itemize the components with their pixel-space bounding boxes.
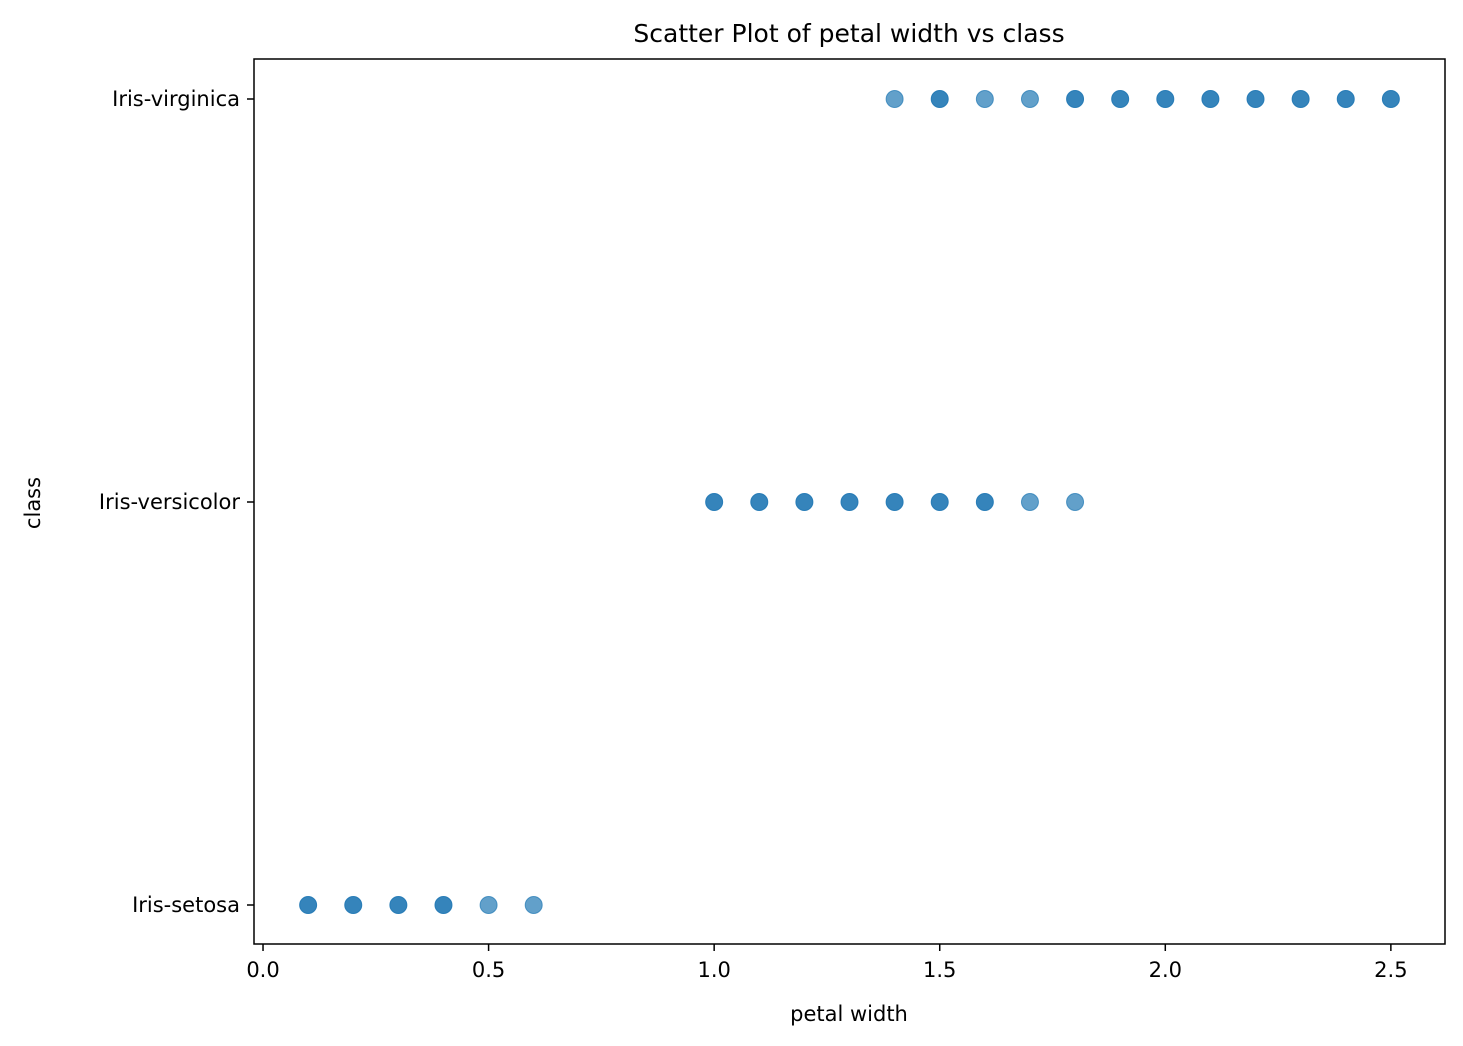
scatter-point: [389, 896, 408, 914]
scatter-point: [1156, 90, 1175, 108]
scatter-point: [705, 493, 724, 511]
scatter-point: [1066, 90, 1085, 108]
x-tick-label: 1.0: [697, 958, 730, 982]
y-tick-label: Iris-versicolor: [99, 490, 240, 514]
scatter-point: [795, 493, 814, 511]
x-axis-label: petal width: [790, 1002, 908, 1026]
scatter-point: [750, 493, 769, 511]
scatter-point: [1066, 493, 1085, 511]
scatter-point: [1291, 90, 1310, 108]
data-points: [299, 90, 1400, 914]
y-tick-label: Iris-virginica: [112, 87, 240, 111]
scatter-point: [885, 90, 904, 108]
scatter-point: [975, 493, 994, 511]
scatter-point: [1020, 90, 1039, 108]
x-tick-label: 0.5: [472, 958, 505, 982]
x-tick-label: 2.5: [1374, 958, 1407, 982]
x-tick-label: 1.5: [923, 958, 956, 982]
scatter-point: [479, 896, 498, 914]
scatter-point: [1381, 90, 1400, 108]
scatter-point: [840, 493, 859, 511]
scatter-point: [1020, 493, 1039, 511]
scatter-point: [524, 896, 543, 914]
y-axis-label: class: [21, 477, 45, 529]
x-axis: 0.0 0.5 1.0 1.5 2.0 2.5: [246, 944, 1408, 982]
plot-area: [253, 58, 1446, 945]
y-axis: Iris-setosa Iris-versicolor Iris-virginica: [99, 87, 254, 917]
x-tick-label: 0.0: [246, 958, 279, 982]
scatter-point: [1246, 90, 1265, 108]
scatter-point: [434, 896, 453, 914]
scatter-point: [344, 896, 363, 914]
chart-title: Scatter Plot of petal width vs class: [633, 19, 1064, 48]
scatter-point: [1336, 90, 1355, 108]
y-tick-label: Iris-setosa: [132, 893, 240, 917]
scatter-point: [885, 493, 904, 511]
x-tick-label: 2.0: [1149, 958, 1182, 982]
scatter-point: [930, 90, 949, 108]
scatter-point: [1201, 90, 1220, 108]
scatter-point: [1111, 90, 1130, 108]
scatter-point: [930, 493, 949, 511]
scatter-point: [975, 90, 994, 108]
scatter-point: [299, 896, 318, 914]
